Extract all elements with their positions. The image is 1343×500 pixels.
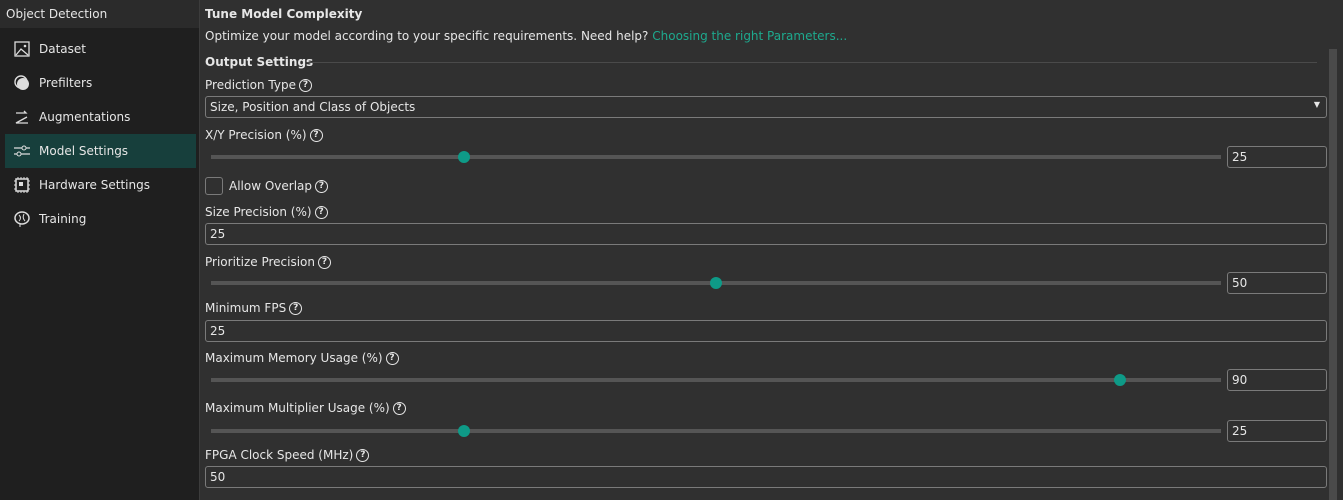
- sidebar-item-label: Augmentations: [39, 110, 131, 124]
- minimum-fps-input[interactable]: 25: [205, 320, 1327, 342]
- help-icon[interactable]: ?: [315, 179, 329, 193]
- sidebar-item-augmentations[interactable]: Augmentations: [5, 100, 196, 134]
- max-memory-label: Maximum Memory Usage (%): [205, 351, 383, 365]
- max-memory-input[interactable]: 90: [1227, 369, 1327, 391]
- sidebar-title: Object Detection: [0, 0, 199, 28]
- brain-icon: [14, 211, 30, 227]
- sidebar-item-hardware-settings[interactable]: Hardware Settings: [5, 168, 196, 202]
- image-icon: [14, 41, 30, 57]
- section-title: Output Settings: [205, 55, 314, 69]
- prediction-type-label: Prediction Type: [205, 78, 296, 92]
- chip-icon: [14, 177, 30, 193]
- sidebar-item-training[interactable]: Training: [5, 202, 196, 236]
- chevron-down-icon: ▼: [1313, 100, 1320, 109]
- sidebar-item-label: Hardware Settings: [39, 178, 150, 192]
- help-icon[interactable]: ?: [385, 351, 399, 365]
- sliders-icon: [14, 145, 30, 157]
- max-multiplier-label: Maximum Multiplier Usage (%): [205, 401, 390, 415]
- filter-icon: [14, 75, 29, 90]
- help-icon[interactable]: ?: [309, 128, 323, 142]
- max-multiplier-slider[interactable]: [211, 425, 1221, 437]
- size-precision-input[interactable]: 25: [205, 223, 1327, 245]
- help-icon[interactable]: ?: [317, 255, 331, 269]
- xy-precision-slider[interactable]: [211, 151, 1221, 163]
- allow-overlap-label: Allow Overlap: [229, 179, 313, 193]
- prioritize-precision-input[interactable]: 50: [1227, 272, 1327, 294]
- sidebar-item-dataset[interactable]: Dataset: [5, 32, 196, 66]
- xy-precision-label: X/Y Precision (%): [205, 128, 307, 142]
- max-multiplier-input[interactable]: 25: [1227, 420, 1327, 442]
- sidebar-item-label: Model Settings: [39, 144, 129, 158]
- minimum-fps-label: Minimum FPS: [205, 301, 287, 315]
- prediction-type-select[interactable]: Size, Position and Class of Objects ▼: [205, 96, 1327, 118]
- help-icon[interactable]: ?: [289, 301, 303, 315]
- help-icon[interactable]: ?: [392, 401, 406, 415]
- page-description: Optimize your model according to your sp…: [205, 29, 649, 43]
- allow-overlap-checkbox[interactable]: [205, 177, 223, 195]
- section-divider: [307, 62, 1317, 63]
- model-settings-panel: Tune Model Complexity Optimize your mode…: [201, 0, 1343, 500]
- help-icon[interactable]: ?: [299, 78, 312, 92]
- page-title: Tune Model Complexity: [205, 7, 363, 21]
- xy-precision-input[interactable]: 25: [1227, 146, 1327, 168]
- sidebar-item-model-settings[interactable]: Model Settings: [5, 134, 196, 168]
- slider-thumb[interactable]: [457, 151, 470, 163]
- scrollbar[interactable]: [1329, 49, 1337, 500]
- sidebar-item-prefilters[interactable]: Prefilters: [5, 66, 196, 100]
- slider-thumb[interactable]: [710, 277, 722, 289]
- fpga-clock-label: FPGA Clock Speed (MHz): [205, 448, 354, 462]
- augment-icon: [15, 110, 28, 124]
- slider-thumb[interactable]: [457, 425, 470, 437]
- fpga-clock-input[interactable]: 50: [205, 466, 1327, 488]
- sidebar-item-label: Prefilters: [39, 76, 93, 90]
- prioritize-precision-slider[interactable]: [211, 277, 1221, 289]
- help-link[interactable]: Choosing the right Parameters...: [652, 29, 848, 43]
- prioritize-precision-label: Prioritize Precision: [205, 255, 315, 269]
- max-memory-slider[interactable]: [211, 374, 1221, 386]
- slider-thumb[interactable]: [1114, 374, 1126, 386]
- prediction-type-value: Size, Position and Class of Objects: [210, 100, 416, 114]
- sidebar: Object Detection Dataset Prefilters Augm…: [0, 0, 200, 500]
- help-icon[interactable]: ?: [314, 205, 328, 219]
- help-icon[interactable]: ?: [356, 448, 370, 462]
- sidebar-item-label: Training: [39, 212, 87, 226]
- sidebar-item-label: Dataset: [39, 42, 86, 56]
- size-precision-label: Size Precision (%): [205, 205, 312, 219]
